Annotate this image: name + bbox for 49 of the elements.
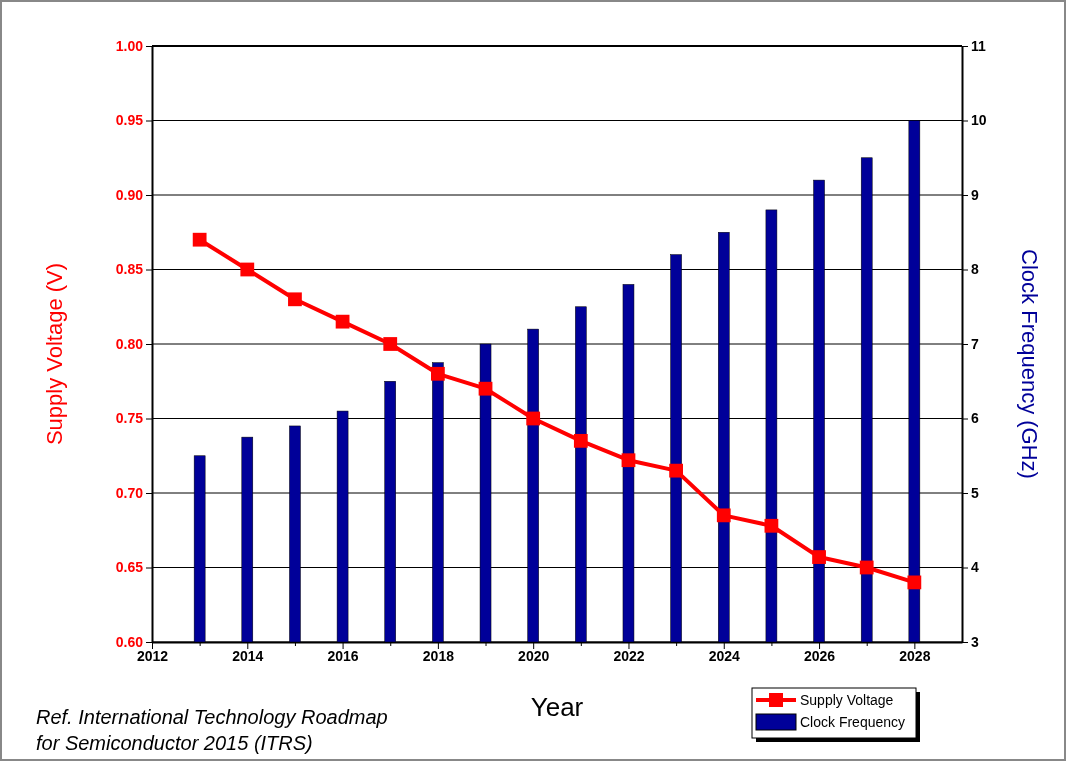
y-tick-label: 0.95 — [115, 112, 144, 129]
x-tick-label: 2012 — [136, 647, 169, 664]
y2-tick-label: 9 — [971, 186, 979, 203]
y2-tick-label: 4 — [971, 559, 979, 576]
point — [383, 337, 398, 351]
x-tick-label: 2028 — [899, 647, 931, 664]
point — [812, 550, 826, 564]
y-tick-label: 0.65 — [115, 559, 144, 576]
y2-tick-label: 11 — [971, 37, 987, 54]
x-tick-label: 2016 — [327, 647, 359, 664]
x-tick-label: 2026 — [803, 647, 836, 664]
y-tick-label: 0.90 — [115, 186, 144, 203]
legend-label: Clock Frequency — [800, 714, 906, 730]
x-tick-label: 2022 — [613, 647, 645, 664]
x-tick-label: 2014 — [232, 647, 264, 664]
y-tick-label: 0.80 — [115, 335, 144, 352]
y-axis-title: Supply Voltage (V) — [42, 262, 67, 446]
y2-tick-label: 3 — [971, 633, 979, 650]
point — [240, 262, 255, 277]
y2-tick-label: 10 — [971, 112, 987, 129]
legend-label: Supply Voltage — [800, 692, 894, 708]
point — [573, 433, 588, 448]
point — [859, 560, 874, 575]
x-tick-label: 2024 — [708, 647, 741, 664]
y2-axis-title: Clock Frequency (GHz) — [1017, 249, 1042, 479]
point — [192, 232, 207, 247]
y2-tick-label: 5 — [971, 484, 979, 501]
point — [288, 292, 302, 307]
point — [716, 508, 731, 523]
text: Ref. International Technology Roadmap for Semiconductor 2015 (ITRS) — [36, 706, 388, 754]
point — [907, 575, 922, 590]
point — [526, 411, 541, 426]
x-tick-label: 2020 — [518, 647, 550, 664]
point — [478, 381, 493, 396]
y2-tick-label: 8 — [971, 261, 979, 278]
x-tick-label: 2018 — [422, 647, 455, 664]
x-axis-title: Year — [530, 692, 584, 722]
point — [335, 314, 350, 329]
y-tick-label: 0.70 — [115, 484, 144, 501]
y2-tick-label: 7 — [971, 335, 979, 352]
point — [430, 366, 445, 381]
point — [621, 453, 636, 468]
y2-tick-label: 6 — [971, 410, 979, 427]
point — [669, 463, 684, 478]
y-tick-label: 1.00 — [115, 37, 144, 54]
y-tick-label: 0.75 — [115, 410, 144, 427]
y-tick-label: 0.85 — [115, 261, 144, 278]
y-tick-label: 0.60 — [115, 633, 144, 650]
point — [764, 518, 779, 533]
